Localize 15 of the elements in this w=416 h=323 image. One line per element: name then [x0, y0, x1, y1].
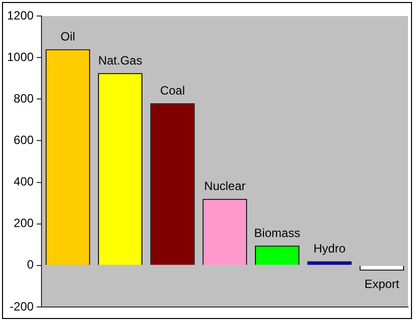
y-tick-label: -200 [10, 299, 34, 314]
y-tick-label: 1000 [6, 50, 34, 64]
y-tick-label: 200 [14, 216, 34, 230]
x-tick-label: Hydro [314, 242, 346, 256]
y-tick-label: 1200 [6, 8, 34, 22]
x-tick-label: Export [364, 276, 400, 291]
y-tick-label: 400 [14, 174, 34, 189]
y-tick-label: 600 [14, 133, 34, 148]
y-tick-label: 0 [27, 258, 34, 272]
x-tick-label: Nuclear [204, 179, 246, 194]
x-tick-label: Biomass [254, 226, 300, 240]
y-tick-label: 800 [14, 91, 34, 106]
x-tick-label: Oil [60, 30, 76, 44]
x-tick-label: Nat.Gas [98, 53, 142, 68]
x-tick-label: Coal [160, 84, 185, 98]
